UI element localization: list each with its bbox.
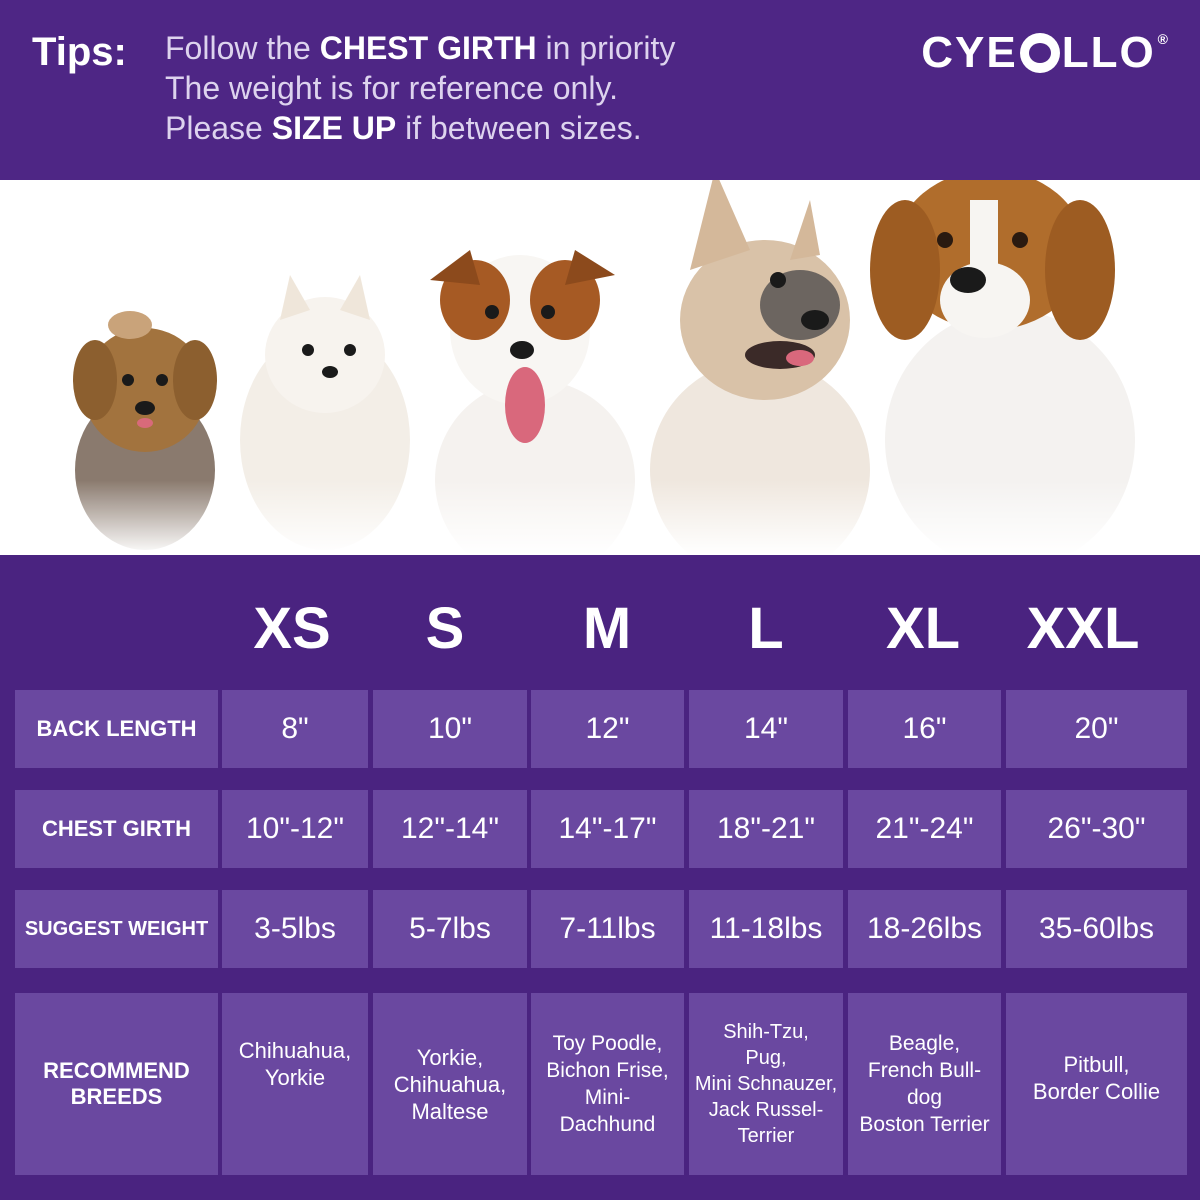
cell-breeds-xs: Chihuahua, Yorkie bbox=[222, 993, 368, 1175]
breed-line: Chihuahua, bbox=[238, 1038, 352, 1063]
breed-line: Bichon Frise, bbox=[546, 1059, 669, 1082]
breed-line: Pug, bbox=[745, 1047, 787, 1069]
tips-label: Tips: bbox=[32, 30, 127, 74]
cell-breeds-m: Toy Poodle, Bichon Frise, Mini- Dachhund bbox=[531, 993, 684, 1175]
breed-line: Chihuahua, bbox=[393, 1071, 507, 1097]
breed-line: Boston Terrier bbox=[859, 1113, 990, 1136]
registered-mark: ® bbox=[1157, 31, 1170, 47]
tips-line-2: The weight is for reference only. bbox=[165, 70, 618, 106]
breed-line: Pitbull, bbox=[1063, 1052, 1130, 1077]
cell-weight-m: 7-11lbs bbox=[531, 890, 684, 968]
size-head-xl: XL bbox=[885, 596, 961, 661]
size-table: XS S M L XL XXL BACK LENGTH 8" 10" 12" 1… bbox=[0, 555, 1200, 1200]
breed-line: Maltese bbox=[411, 1098, 489, 1124]
tips-line-3-post: if between sizes. bbox=[405, 110, 642, 146]
row-label-breeds-line-2: BREEDS bbox=[70, 1084, 163, 1109]
size-head-s: S bbox=[425, 596, 465, 661]
dog-logo-icon bbox=[1019, 33, 1060, 73]
brand-logo: CYE LLO ® bbox=[921, 28, 1170, 78]
breed-line: Mini- bbox=[584, 1086, 631, 1109]
cell-weight-l: 11-18lbs bbox=[689, 890, 843, 968]
cell-back-length-xxl: 20" bbox=[1006, 690, 1187, 768]
size-head-xs: XS bbox=[253, 596, 331, 661]
cell-breeds-s: Yorkie, Chihuahua, Maltese bbox=[373, 993, 527, 1175]
size-head-xxl: XXL bbox=[1026, 596, 1140, 661]
breed-line: Beagle, bbox=[888, 1032, 961, 1055]
breed-line: Yorkie bbox=[264, 1065, 326, 1090]
cell-back-length-xs: 8" bbox=[222, 690, 368, 768]
cell-chest-girth-l: 18"-21" bbox=[689, 790, 843, 868]
tips-line-3-pre: Please bbox=[165, 110, 263, 146]
breed-line: Toy Poodle, bbox=[552, 1032, 663, 1055]
cell-chest-girth-xs: 10"-12" bbox=[222, 790, 368, 868]
cell-breeds-xl: Beagle, French Bull- dog Boston Terrier bbox=[848, 993, 1001, 1175]
size-head-l: L bbox=[748, 596, 784, 661]
cell-weight-xs: 3-5lbs bbox=[222, 890, 368, 968]
breed-line: French Bull- bbox=[867, 1059, 982, 1082]
tips-line-1-bold: CHEST GIRTH bbox=[319, 30, 537, 66]
tips-line-1-pre: Follow the bbox=[165, 30, 311, 66]
row-label-back-length: BACK LENGTH bbox=[15, 690, 218, 768]
brand-text-right: LLO bbox=[1061, 28, 1156, 77]
cell-back-length-l: 14" bbox=[689, 690, 843, 768]
tips-line-3: Please SIZE UP if between sizes. bbox=[165, 108, 675, 148]
cell-chest-girth-xxl: 26"-30" bbox=[1006, 790, 1187, 868]
cell-back-length-m: 12" bbox=[531, 690, 684, 768]
cell-chest-girth-s: 12"-14" bbox=[373, 790, 527, 868]
tips-line-1-post: in priority bbox=[545, 30, 676, 66]
row-label-breeds-line-1: RECOMMEND bbox=[43, 1058, 190, 1083]
cell-back-length-xl: 16" bbox=[848, 690, 1001, 768]
dogs-illustration bbox=[0, 180, 1200, 555]
breed-line: dog bbox=[906, 1086, 943, 1109]
cell-chest-girth-m: 14"-17" bbox=[531, 790, 684, 868]
cell-weight-xl: 18-26lbs bbox=[848, 890, 1001, 968]
cell-breeds-l: Shih-Tzu, Pug, Mini Schnauzer, Jack Russ… bbox=[689, 993, 843, 1175]
breed-line: Mini Schnauzer, bbox=[694, 1073, 838, 1095]
row-label-suggest-weight: SUGGEST WEIGHT bbox=[15, 890, 218, 968]
row-label-recommend-breeds: RECOMMEND BREEDS bbox=[15, 993, 218, 1175]
header: Tips: Follow the CHEST GIRTH in priority… bbox=[0, 0, 1200, 180]
cell-weight-xxl: 35-60lbs bbox=[1006, 890, 1187, 968]
cell-weight-s: 5-7lbs bbox=[373, 890, 527, 968]
size-head-m: M bbox=[582, 596, 632, 661]
tips-line-1: Follow the CHEST GIRTH in priority bbox=[165, 28, 675, 68]
row-label-chest-girth: CHEST GIRTH bbox=[15, 790, 218, 868]
cell-back-length-s: 10" bbox=[373, 690, 527, 768]
breed-line: Dachhund bbox=[559, 1113, 656, 1136]
breed-line: Shih-Tzu, bbox=[723, 1021, 809, 1043]
brand-text-left: CYE bbox=[921, 28, 1018, 77]
cell-chest-girth-xl: 21"-24" bbox=[848, 790, 1001, 868]
dogs-photo bbox=[0, 180, 1200, 555]
tips-text: Follow the CHEST GIRTH in priority The w… bbox=[165, 28, 675, 148]
tips-line-3-bold: SIZE UP bbox=[271, 110, 397, 146]
breed-line: Yorkie, bbox=[416, 1044, 484, 1070]
breed-line: Terrier bbox=[737, 1125, 795, 1147]
cell-breeds-xxl: Pitbull, Border Collie bbox=[1006, 993, 1187, 1175]
breed-line: Jack Russel- bbox=[708, 1099, 824, 1121]
breed-line: Border Collie bbox=[1032, 1079, 1161, 1104]
